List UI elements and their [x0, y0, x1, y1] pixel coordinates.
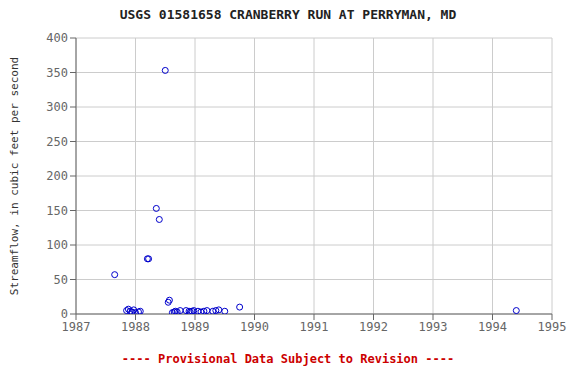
- svg-text:1992: 1992: [359, 320, 388, 334]
- svg-text:50: 50: [54, 273, 68, 287]
- html-text:USGS 01581658 CRANBERRY RUN AT: USGS 01581658 CRANBERRY RUN AT PERRYMAN,…: [119, 7, 457, 22]
- svg-text:1993: 1993: [419, 320, 448, 334]
- svg-text:Streamflow, in cubic feet per: Streamflow, in cubic feet per second: [8, 57, 21, 295]
- svg-text:200: 200: [46, 169, 68, 183]
- svg-text:1994: 1994: [478, 320, 507, 334]
- svg-text:0: 0: [61, 307, 68, 321]
- svg-text:1989: 1989: [181, 320, 210, 334]
- svg-text:150: 150: [46, 204, 68, 218]
- svg-text:400: 400: [46, 31, 68, 45]
- svg-text:1995: 1995: [538, 320, 567, 334]
- svg-text:250: 250: [46, 135, 68, 149]
- html-text:---- Provisional Data Subject: ---- Provisional Data Subject to Revisio…: [121, 352, 455, 366]
- svg-text:300: 300: [46, 100, 68, 114]
- svg-text:350: 350: [46, 66, 68, 80]
- svg-text:1990: 1990: [240, 320, 269, 334]
- svg-text:1988: 1988: [121, 320, 150, 334]
- svg-text:1991: 1991: [300, 320, 329, 334]
- svg-text:1987: 1987: [62, 320, 91, 334]
- svg-text:100: 100: [46, 238, 68, 252]
